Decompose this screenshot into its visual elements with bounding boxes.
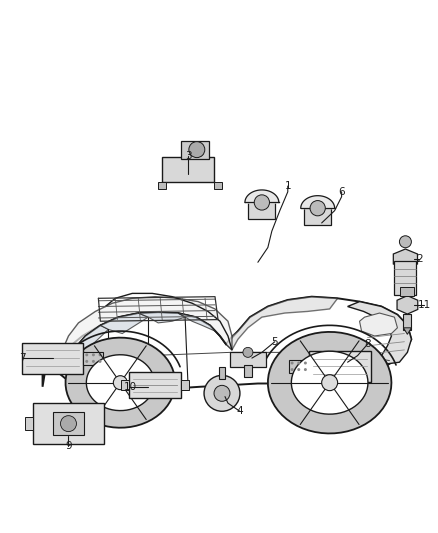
Circle shape — [214, 385, 230, 401]
Circle shape — [85, 360, 88, 363]
Bar — [21, 343, 83, 374]
Bar — [219, 367, 225, 378]
Polygon shape — [291, 351, 368, 414]
Polygon shape — [360, 313, 397, 336]
Circle shape — [60, 416, 77, 432]
Circle shape — [189, 142, 205, 158]
Circle shape — [310, 200, 325, 216]
Polygon shape — [63, 297, 232, 350]
Circle shape — [399, 236, 411, 248]
Circle shape — [297, 361, 300, 365]
Bar — [129, 372, 181, 398]
Polygon shape — [403, 328, 411, 334]
Polygon shape — [178, 313, 215, 331]
Polygon shape — [226, 297, 338, 350]
Bar — [403, 314, 411, 330]
Circle shape — [243, 348, 253, 357]
Polygon shape — [66, 337, 175, 427]
Circle shape — [321, 375, 338, 391]
Text: 9: 9 — [65, 441, 72, 451]
Text: 1: 1 — [284, 181, 291, 191]
Circle shape — [297, 368, 300, 371]
Bar — [248, 203, 276, 219]
Bar — [158, 182, 166, 189]
Circle shape — [92, 360, 95, 363]
Bar — [181, 380, 189, 390]
Bar — [395, 261, 417, 295]
Text: 2: 2 — [416, 254, 423, 264]
Circle shape — [113, 376, 127, 390]
Bar — [400, 287, 414, 296]
Bar — [162, 157, 214, 182]
Circle shape — [204, 375, 240, 411]
Text: 6: 6 — [338, 187, 345, 197]
Bar — [53, 412, 85, 435]
Text: 3: 3 — [185, 151, 191, 161]
Bar — [214, 182, 222, 189]
Bar — [244, 366, 252, 377]
Polygon shape — [348, 302, 411, 364]
Circle shape — [304, 361, 307, 365]
Text: 7: 7 — [19, 353, 26, 363]
Polygon shape — [268, 332, 392, 433]
Bar — [32, 403, 104, 444]
Circle shape — [99, 360, 102, 363]
Bar — [304, 208, 331, 225]
Text: 8: 8 — [364, 339, 371, 349]
Circle shape — [99, 353, 102, 357]
Bar — [230, 352, 266, 367]
Polygon shape — [42, 297, 411, 389]
Text: 11: 11 — [418, 300, 431, 310]
Text: 10: 10 — [124, 382, 137, 392]
Circle shape — [304, 368, 307, 371]
Bar — [309, 351, 371, 382]
Circle shape — [92, 353, 95, 357]
Bar — [181, 141, 208, 159]
Circle shape — [290, 368, 293, 371]
Circle shape — [85, 353, 88, 357]
Bar — [25, 417, 32, 430]
Polygon shape — [75, 325, 108, 354]
Polygon shape — [397, 296, 418, 314]
Polygon shape — [138, 312, 185, 323]
Circle shape — [254, 195, 269, 210]
Polygon shape — [100, 313, 148, 334]
Text: 5: 5 — [272, 337, 278, 347]
Bar — [83, 352, 103, 365]
Polygon shape — [86, 355, 154, 410]
Bar — [121, 380, 129, 390]
Text: 4: 4 — [237, 406, 243, 416]
Circle shape — [290, 361, 293, 365]
Polygon shape — [393, 249, 417, 269]
Bar — [289, 360, 309, 373]
